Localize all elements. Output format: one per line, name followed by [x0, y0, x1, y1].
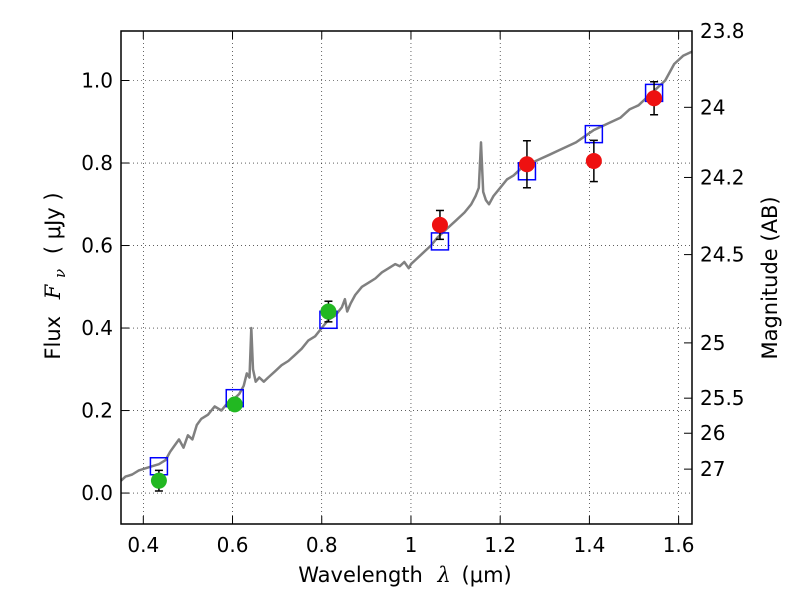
y-axis-label: Flux F ν ( μJy ) — [41, 192, 70, 359]
x-tick-label: 1.4 — [573, 533, 605, 557]
x-tick-label: 1.2 — [484, 533, 516, 557]
observed-flux-point — [518, 156, 535, 173]
y-axis-label-units: ( μJy ) — [41, 192, 65, 254]
x-axis-label-prefix: Wavelength — [298, 563, 423, 587]
magnitude-tick-label: 24.5 — [700, 243, 745, 267]
y-tick-label: 0.8 — [81, 151, 113, 175]
magnitude-tick-label: 25.5 — [700, 386, 745, 410]
x-tick-label: 1 — [405, 533, 418, 557]
ticks — [121, 30, 692, 524]
observed-flux-point — [431, 216, 448, 233]
y-tick-label: 0.4 — [81, 316, 113, 340]
plot-frame — [120, 30, 693, 525]
magnitude-tick-label: 27 — [700, 457, 725, 481]
y-axis-label-prefix: Flux — [41, 316, 65, 360]
magnitude-tick-label: 23.8 — [700, 19, 745, 43]
errorbar-layer — [154, 80, 659, 492]
x-tick-label: 1.6 — [663, 533, 695, 557]
grid — [121, 31, 692, 524]
magnitude-tick-label: 25 — [700, 331, 725, 355]
x-tick-label: 0.8 — [306, 533, 338, 557]
x-axis-label-symbol: λ — [437, 563, 451, 587]
magnitude-tick-label: 24 — [700, 95, 725, 119]
magnitude-tick-label: 26 — [700, 421, 725, 445]
y-tick-label: 1.0 — [81, 69, 113, 93]
x-axis-label-units: (μm) — [462, 563, 512, 587]
observed-flux-point — [320, 303, 337, 320]
spectrum-line — [120, 50, 693, 482]
observed-points-layer — [150, 90, 663, 489]
y-tick-label: 0.2 — [81, 399, 113, 423]
observed-flux-point — [585, 152, 602, 169]
observed-flux-point — [646, 90, 663, 107]
observed-flux-point — [226, 396, 243, 413]
spectrum-layer — [120, 50, 693, 482]
observed-flux-point — [150, 472, 167, 489]
magnitude-tick-label: 24.2 — [700, 165, 745, 189]
tick-labels: 0.4 0.6 0.8 1 1.2 1.4 1.6 0.0 0.2 0.4 0.6 0.8 1.0 23.… — [81, 19, 744, 557]
y-axis-label-symbol: F — [41, 283, 65, 300]
x-tick-label: 0.4 — [127, 533, 159, 557]
x-axis-label: Wavelength λ (μm) — [298, 563, 511, 587]
magnitude-axis-label: Magnitude (AB) — [758, 196, 782, 359]
y-axis-label-subscript: ν — [51, 269, 69, 278]
y-tick-label: 0.6 — [81, 234, 113, 258]
y-tick-label: 0.0 — [81, 481, 113, 505]
x-tick-label: 0.6 — [217, 533, 249, 557]
model-photometry-layer — [149, 83, 664, 476]
